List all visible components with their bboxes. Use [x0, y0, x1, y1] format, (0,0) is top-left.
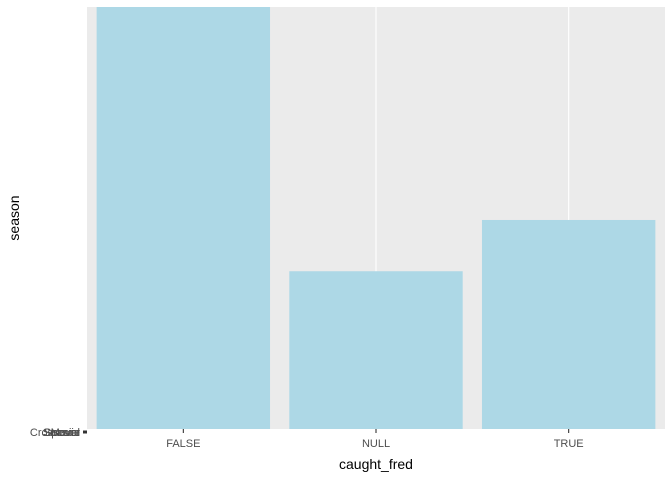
- x-axis-title: caught_fred: [339, 456, 413, 472]
- y-tick-label-season: Season: [43, 427, 80, 439]
- bar-null: [289, 271, 463, 429]
- x-tick-label-true: TRUE: [554, 438, 584, 450]
- x-tick-label-false: FALSE: [166, 438, 200, 450]
- x-axis-ticks: FALSE NULL TRUE: [166, 429, 584, 450]
- y-tick-label-special: Special: [44, 427, 80, 439]
- y-axis-title: season: [6, 195, 22, 240]
- bar-true: [481, 219, 656, 429]
- y-tick-label-crossover: Crossover: [30, 427, 80, 439]
- y-tick-label-movie: Movie: [51, 427, 80, 439]
- bar-false: [96, 7, 271, 429]
- bars: [96, 7, 656, 429]
- x-tick-label-null: NULL: [362, 438, 390, 450]
